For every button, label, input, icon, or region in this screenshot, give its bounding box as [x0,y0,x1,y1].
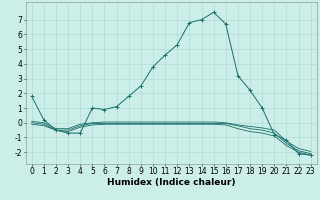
X-axis label: Humidex (Indice chaleur): Humidex (Indice chaleur) [107,178,236,187]
